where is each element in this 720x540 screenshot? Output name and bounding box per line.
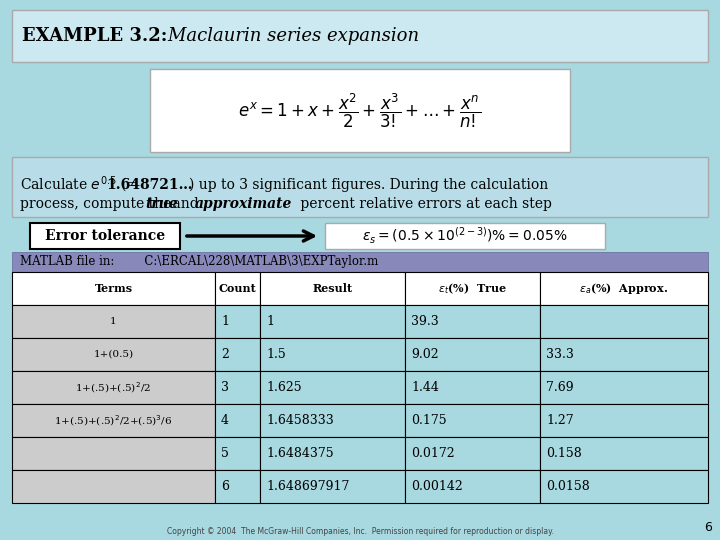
Text: $e^x = 1 + x + \dfrac{x^2}{2} + \dfrac{x^3}{3!} + \ldots + \dfrac{x^n}{n!}$: $e^x = 1 + x + \dfrac{x^2}{2} + \dfrac{x… bbox=[238, 92, 482, 130]
Bar bbox=[325, 223, 605, 249]
Bar bbox=[12, 157, 708, 217]
Text: ) up to 3 significant figures. During the calculation: ) up to 3 significant figures. During th… bbox=[189, 178, 548, 192]
Bar bbox=[540, 470, 708, 503]
Bar bbox=[215, 470, 260, 503]
Text: 7.69: 7.69 bbox=[546, 381, 574, 394]
Bar bbox=[215, 371, 260, 404]
Text: process, compute the: process, compute the bbox=[20, 197, 176, 211]
Text: 1.648697917: 1.648697917 bbox=[266, 480, 349, 493]
Bar bbox=[540, 272, 708, 305]
Text: Calculate $\mathit{e}^{0.5}$ (=: Calculate $\mathit{e}^{0.5}$ (= bbox=[20, 175, 140, 195]
Text: Error tolerance: Error tolerance bbox=[45, 229, 165, 243]
Text: 1.6458333: 1.6458333 bbox=[266, 414, 334, 427]
Bar bbox=[30, 223, 180, 249]
Text: 1.5: 1.5 bbox=[266, 348, 286, 361]
Bar bbox=[260, 404, 405, 437]
Text: 1: 1 bbox=[221, 315, 229, 328]
Text: 0.0158: 0.0158 bbox=[546, 480, 590, 493]
Text: 6: 6 bbox=[221, 480, 229, 493]
Text: 0.00142: 0.00142 bbox=[411, 480, 463, 493]
Text: 0.0172: 0.0172 bbox=[411, 447, 454, 460]
Text: 1.44: 1.44 bbox=[411, 381, 439, 394]
Text: $\varepsilon_t$(%)  True: $\varepsilon_t$(%) True bbox=[438, 281, 507, 296]
Bar bbox=[12, 470, 215, 503]
Bar bbox=[12, 252, 708, 272]
Bar bbox=[540, 305, 708, 338]
Text: 0.158: 0.158 bbox=[546, 447, 582, 460]
Bar bbox=[540, 437, 708, 470]
Text: 1.27: 1.27 bbox=[546, 414, 574, 427]
Bar bbox=[405, 470, 540, 503]
Bar bbox=[215, 305, 260, 338]
Text: 1+(.5)+(.5)$^2$/2+(.5)$^3$/6: 1+(.5)+(.5)$^2$/2+(.5)$^3$/6 bbox=[54, 413, 173, 428]
Bar bbox=[12, 371, 215, 404]
Text: 1+(.5)+(.5)$^2$/2: 1+(.5)+(.5)$^2$/2 bbox=[76, 380, 151, 395]
Text: 1.625: 1.625 bbox=[266, 381, 302, 394]
Bar bbox=[405, 404, 540, 437]
Text: Count: Count bbox=[219, 283, 256, 294]
Bar bbox=[12, 404, 215, 437]
Text: approximate: approximate bbox=[195, 197, 292, 211]
Text: $\varepsilon_a$(%)  Approx.: $\varepsilon_a$(%) Approx. bbox=[580, 281, 668, 296]
Text: 6: 6 bbox=[704, 521, 712, 534]
Text: and: and bbox=[168, 197, 203, 211]
Bar bbox=[215, 338, 260, 371]
Text: 0.175: 0.175 bbox=[411, 414, 446, 427]
Text: MATLAB file in:        C:\ERCAL\228\MATLAB\3\EXPTaylor.m: MATLAB file in: C:\ERCAL\228\MATLAB\3\EX… bbox=[20, 255, 378, 268]
Bar bbox=[260, 371, 405, 404]
Bar bbox=[260, 437, 405, 470]
Text: percent relative errors at each step: percent relative errors at each step bbox=[296, 197, 552, 211]
Bar bbox=[12, 272, 215, 305]
Bar bbox=[150, 69, 570, 152]
Text: $\varepsilon_s = (0.5 \times 10^{(2-3)})\% = 0.05\%$: $\varepsilon_s = (0.5 \times 10^{(2-3)})… bbox=[362, 226, 568, 246]
Bar bbox=[540, 371, 708, 404]
Bar bbox=[405, 437, 540, 470]
Text: 39.3: 39.3 bbox=[411, 315, 438, 328]
Text: Result: Result bbox=[312, 283, 353, 294]
Bar bbox=[12, 338, 215, 371]
Text: 1: 1 bbox=[266, 315, 274, 328]
Bar bbox=[540, 338, 708, 371]
Bar bbox=[215, 404, 260, 437]
Text: 1.648721…: 1.648721… bbox=[106, 178, 192, 192]
Text: 2: 2 bbox=[221, 348, 229, 361]
Text: Copyright © 2004  The McGraw-Hill Companies, Inc.  Permission required for repro: Copyright © 2004 The McGraw-Hill Compani… bbox=[166, 527, 554, 536]
Bar bbox=[12, 437, 215, 470]
Bar bbox=[405, 305, 540, 338]
Text: EXAMPLE 3.2:: EXAMPLE 3.2: bbox=[22, 27, 167, 45]
Bar bbox=[260, 305, 405, 338]
Bar bbox=[215, 272, 260, 305]
Bar bbox=[405, 272, 540, 305]
Text: 1: 1 bbox=[110, 317, 117, 326]
Bar bbox=[215, 437, 260, 470]
Text: 3: 3 bbox=[221, 381, 229, 394]
Bar bbox=[405, 338, 540, 371]
Bar bbox=[12, 305, 215, 338]
Bar bbox=[12, 10, 708, 62]
Text: 9.02: 9.02 bbox=[411, 348, 438, 361]
Text: 4: 4 bbox=[221, 414, 229, 427]
Text: 1+(0.5): 1+(0.5) bbox=[94, 350, 134, 359]
Text: Terms: Terms bbox=[94, 283, 132, 294]
Text: 33.3: 33.3 bbox=[546, 348, 574, 361]
Bar bbox=[260, 470, 405, 503]
Bar bbox=[405, 371, 540, 404]
Text: Maclaurin series expansion: Maclaurin series expansion bbox=[145, 27, 419, 45]
Text: 5: 5 bbox=[221, 447, 229, 460]
Text: true: true bbox=[145, 197, 178, 211]
Bar bbox=[540, 404, 708, 437]
Bar bbox=[260, 338, 405, 371]
Bar bbox=[260, 272, 405, 305]
Text: 1.6484375: 1.6484375 bbox=[266, 447, 333, 460]
